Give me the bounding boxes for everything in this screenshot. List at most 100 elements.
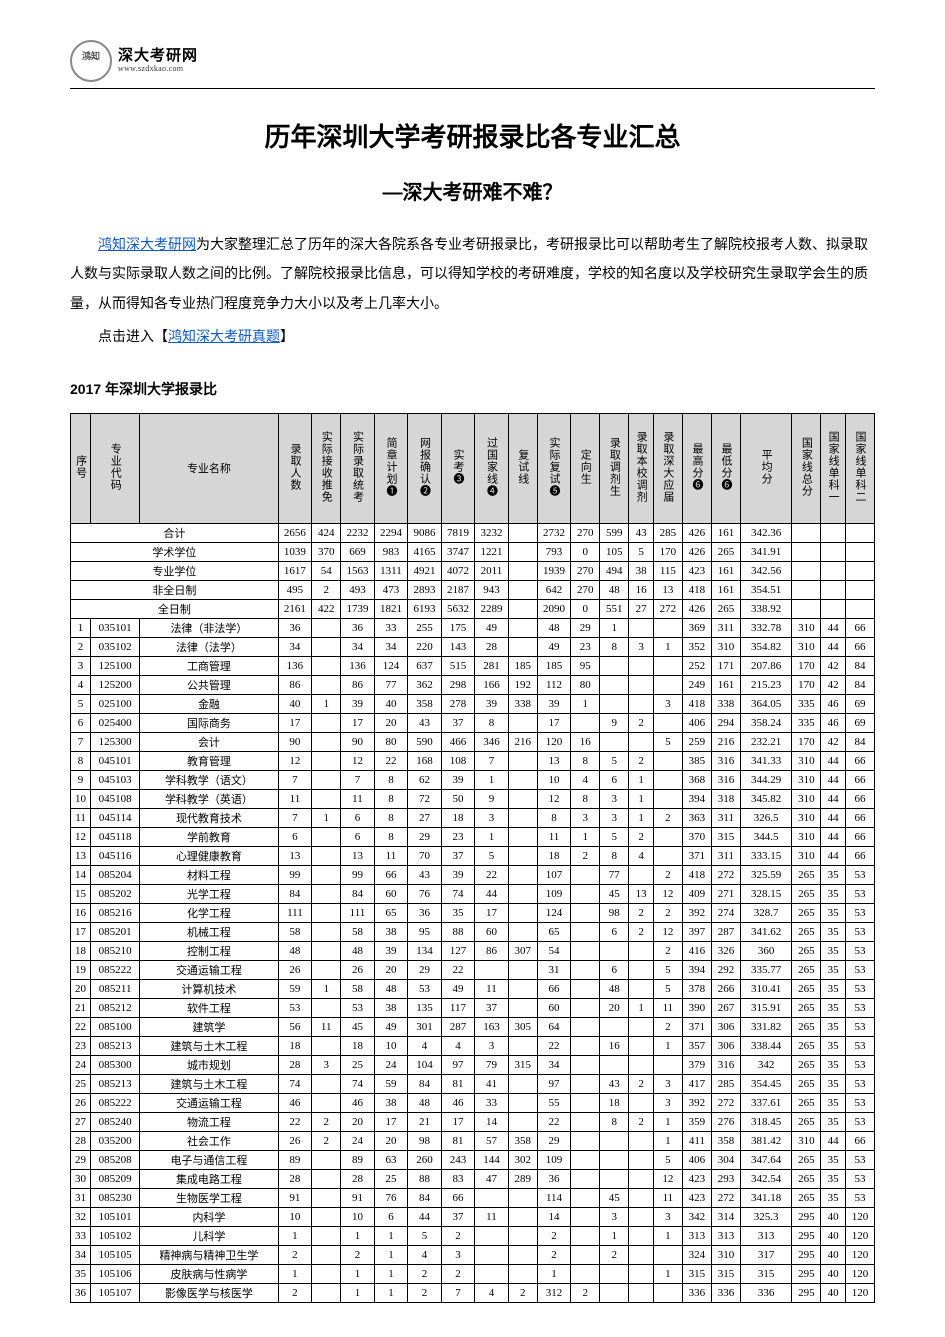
cell: 13 — [653, 580, 682, 599]
cell: 44 — [408, 1207, 442, 1226]
cell-code: 085210 — [91, 941, 140, 960]
intro-link[interactable]: 鸿知深大考研网 — [98, 238, 196, 253]
cell-code: 085222 — [91, 960, 140, 979]
cell — [845, 580, 874, 599]
cell: 77 — [374, 675, 408, 694]
table-row: 2035102法律（法学）343434220143284923831352310… — [71, 637, 875, 656]
cell: 259 — [682, 732, 711, 751]
cell-major: 学前教育 — [140, 827, 278, 846]
cell-code: 085212 — [91, 998, 140, 1017]
cell: 109 — [537, 1150, 571, 1169]
cell: 9 — [475, 789, 509, 808]
cell — [508, 827, 537, 846]
cell: 14 — [475, 1112, 509, 1131]
cell-major: 会计 — [140, 732, 278, 751]
cell: 1 — [537, 1264, 571, 1283]
cell: 59 — [374, 1074, 408, 1093]
cell: 62 — [408, 770, 442, 789]
cell: 354.82 — [740, 637, 791, 656]
cell-index: 27 — [71, 1112, 91, 1131]
cell: 35 — [821, 884, 846, 903]
table-row: 29085208电子与通信工程8989632602431443021095406… — [71, 1150, 875, 1169]
cell — [629, 1055, 654, 1074]
summary-label: 合计 — [71, 523, 279, 542]
cell-code: 045116 — [91, 846, 140, 865]
entry-link[interactable]: 鸿知深大考研真题 — [168, 330, 280, 345]
cell: 397 — [682, 922, 711, 941]
cell: 12 — [537, 789, 571, 808]
cell: 515 — [441, 656, 475, 675]
cell: 65 — [537, 922, 571, 941]
cell-index: 23 — [71, 1036, 91, 1055]
cell: 2090 — [537, 599, 571, 618]
cell: 2294 — [374, 523, 408, 542]
cell — [600, 1264, 629, 1283]
cell — [845, 542, 874, 561]
cell: 215.23 — [740, 675, 791, 694]
cell: 46 — [821, 694, 846, 713]
cell: 371 — [682, 1017, 711, 1036]
cell-major: 心理健康教育 — [140, 846, 278, 865]
cell: 74 — [341, 1074, 375, 1093]
cell — [600, 1169, 629, 1188]
cell: 3 — [475, 1036, 509, 1055]
cell: 39 — [475, 694, 509, 713]
cell: 97 — [441, 1055, 475, 1074]
cell: 25 — [374, 1169, 408, 1188]
cell-code: 105102 — [91, 1226, 140, 1245]
col-header: 复试线 — [508, 413, 537, 523]
cell: 66 — [845, 770, 874, 789]
cell — [312, 941, 341, 960]
cell: 28 — [278, 1055, 312, 1074]
cell: 1 — [653, 1131, 682, 1150]
cell — [600, 694, 629, 713]
cell-code: 085240 — [91, 1112, 140, 1131]
cell: 38 — [374, 998, 408, 1017]
cell-code: 105107 — [91, 1283, 140, 1302]
cell-code: 085208 — [91, 1150, 140, 1169]
cell: 53 — [341, 998, 375, 1017]
cell-code: 035200 — [91, 1131, 140, 1150]
col-header: 序号 — [71, 413, 91, 523]
cell: 38 — [374, 1093, 408, 1112]
cell — [508, 789, 537, 808]
cell: 342.56 — [740, 561, 791, 580]
cell: 49 — [475, 618, 509, 637]
cell: 287 — [441, 1017, 475, 1036]
cell — [508, 903, 537, 922]
cell: 1039 — [278, 542, 312, 561]
cell — [312, 1245, 341, 1264]
cell: 53 — [845, 1074, 874, 1093]
cell: 109 — [537, 884, 571, 903]
cell-major: 皮肤病与性病学 — [140, 1264, 278, 1283]
cell — [571, 1226, 600, 1245]
cell: 6 — [341, 827, 375, 846]
col-header: 实际复试❺ — [537, 413, 571, 523]
table-row: 1035101法律（非法学）36363325517549482913693113… — [71, 618, 875, 637]
cell: 24 — [374, 1055, 408, 1074]
cell: 136 — [278, 656, 312, 675]
cell — [600, 732, 629, 751]
cell: 310 — [792, 846, 821, 865]
cell — [312, 1074, 341, 1093]
cell: 70 — [408, 846, 442, 865]
cell-index: 20 — [71, 979, 91, 998]
cell-code: 105105 — [91, 1245, 140, 1264]
cell: 108 — [441, 751, 475, 770]
cell: 13 — [537, 751, 571, 770]
cell-index: 8 — [71, 751, 91, 770]
entry-post: 】 — [280, 330, 294, 345]
cell: 341.62 — [740, 922, 791, 941]
cell: 18 — [600, 1093, 629, 1112]
cell-index: 28 — [71, 1131, 91, 1150]
cell — [571, 1264, 600, 1283]
cell: 53 — [845, 865, 874, 884]
cell: 1563 — [341, 561, 375, 580]
cell: 311 — [711, 808, 740, 827]
cell: 2 — [600, 1245, 629, 1264]
cell: 11 — [653, 998, 682, 1017]
cell: 20 — [600, 998, 629, 1017]
cell: 302 — [508, 1150, 537, 1169]
cell-index: 33 — [71, 1226, 91, 1245]
table-row: 27085240物流工程222201721171422821359276318.… — [71, 1112, 875, 1131]
